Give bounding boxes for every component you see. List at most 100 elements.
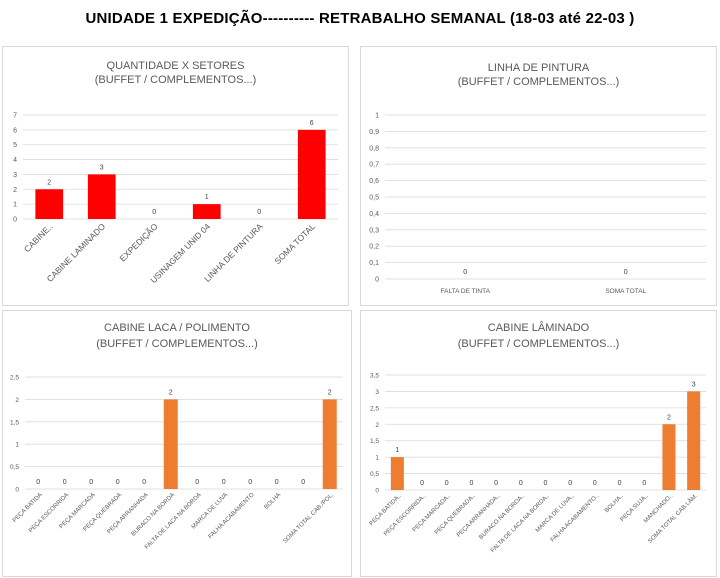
y-tick-label: 0,8 (369, 145, 379, 152)
data-label: 1 (205, 194, 209, 201)
y-tick-label: 1 (375, 455, 379, 462)
y-tick-label: 0,4 (369, 211, 379, 218)
data-label: 0 (469, 480, 473, 487)
x-tick-label: SOMA TOTAL (272, 221, 317, 266)
x-tick-label: FALTA DE TINTA (441, 288, 491, 295)
y-tick-label: 0 (13, 217, 17, 224)
y-tick-label: 4 (13, 157, 17, 164)
data-label: 0 (568, 480, 572, 487)
chart-subtitle: (BUFFET / COMPLEMENTOS...) (457, 76, 620, 88)
bar (163, 399, 178, 489)
data-label: 0 (301, 479, 305, 486)
y-tick-label: 0 (375, 277, 379, 284)
chart-panel-quantidade-setores: QUANTIDADE X SETORES (BUFFET / COMPLEMEN… (2, 46, 349, 306)
bar (35, 189, 64, 219)
x-tick-label: FALHA ACABAMENTO.. (550, 493, 601, 544)
y-tick-label: 0,2 (369, 244, 379, 251)
y-tick-label: 1,5 (370, 438, 379, 445)
bar (87, 174, 116, 219)
bar (192, 204, 221, 219)
data-label: 6 (310, 120, 314, 127)
y-tick-label: 3 (13, 172, 17, 179)
data-label: 0 (116, 479, 120, 486)
chart-subtitle: (BUFFET / COMPLEMENTOS...) (457, 338, 620, 350)
data-label: 0 (519, 480, 523, 487)
y-tick-label: 0,5 (370, 471, 379, 478)
x-tick-label: FALHA ACABAMENTO (208, 492, 256, 540)
data-label: 0 (63, 479, 67, 486)
y-tick-label: 2,5 (370, 405, 379, 412)
data-label: 1 (395, 447, 399, 454)
y-tick-label: 1 (15, 442, 19, 449)
x-tick-label: BOLHA (264, 492, 283, 511)
y-tick-label: 5 (13, 142, 17, 149)
data-label: 0 (248, 479, 252, 486)
y-tick-label: 3,5 (370, 373, 379, 380)
x-tick-label: PEÇA ARRANHADA.. (456, 493, 502, 539)
x-tick-label: PEÇA ESCORRIDA.. (383, 493, 428, 538)
data-label: 0 (642, 480, 646, 487)
bar (297, 129, 326, 219)
chart-subtitle: (BUFFET / COMPLEMENTOS...) (96, 338, 258, 350)
data-label: 2 (169, 389, 173, 396)
y-tick-label: 2 (13, 187, 17, 194)
chart-title: QUANTIDADE X SETORES (106, 60, 245, 72)
y-tick-label: 2,5 (10, 375, 19, 382)
data-label: 0 (89, 479, 93, 486)
data-label: 0 (618, 480, 622, 487)
x-tick-label: BOLHA.. (604, 493, 625, 514)
chart-title: CABINE LACA / POLIMENTO (104, 322, 250, 334)
data-label: 2 (667, 414, 671, 421)
data-label: 0 (195, 479, 199, 486)
data-label: 0 (445, 480, 449, 487)
x-tick-label: BURACO NA BORDA.. (478, 493, 526, 541)
x-tick-label: LINHA DE PINTURA (202, 221, 265, 284)
data-label: 0 (36, 479, 40, 486)
x-tick-label: CABINE.. (22, 221, 55, 254)
bar (687, 391, 701, 490)
bar (390, 457, 404, 490)
y-tick-label: 2 (375, 422, 379, 429)
data-label: 0 (624, 269, 628, 276)
y-tick-label: 0,7 (369, 162, 379, 169)
data-label: 0 (152, 209, 156, 216)
chart-subtitle: (BUFFET / COMPLEMENTOS...) (94, 74, 257, 86)
y-tick-label: 1 (13, 202, 17, 209)
data-label: 2 (328, 389, 332, 396)
bar (322, 399, 337, 489)
chart-title: LINHA DE PINTURA (487, 62, 590, 74)
x-tick-label: EXPEDIÇÃO (118, 221, 160, 263)
y-tick-label: 3 (375, 389, 379, 396)
bar (662, 424, 676, 490)
data-label: 0 (142, 479, 146, 486)
y-tick-label: 0 (15, 487, 19, 494)
x-tick-label: FALTA DE LACA NA BORDA (144, 492, 203, 551)
data-label: 3 (100, 164, 104, 171)
data-label: 0 (222, 479, 226, 486)
y-tick-label: 0,6 (369, 178, 379, 185)
y-tick-label: 1 (375, 113, 379, 120)
y-tick-label: 0,1 (369, 260, 379, 267)
data-label: 0 (544, 480, 548, 487)
y-tick-label: 7 (13, 113, 17, 120)
y-tick-label: 0 (375, 488, 379, 495)
data-label: 0 (275, 479, 279, 486)
data-label: 2 (47, 179, 51, 186)
chart-panel-cabine-laminado: CABINE LÂMINADO (BUFFET / COMPLEMENTOS..… (360, 310, 717, 577)
x-tick-label: SOMA TOTAL CAB./POL. (283, 492, 336, 545)
y-tick-label: 1,5 (10, 419, 19, 426)
x-tick-label: SOMA TOTAL CAB.LÂM. (647, 492, 700, 545)
y-tick-label: 0,5 (369, 195, 379, 202)
chart-panel-cabine-laca: CABINE LACA / POLIMENTO (BUFFET / COMPLE… (2, 310, 352, 577)
chart-svg-quantidade-setores: 0 1 2 3 4 5 6 7 2 CABINE.. 3 CABINE LAMINADO 0 EXPEDI… (13, 113, 338, 285)
page-title: UNIDADE 1 EXPEDIÇÃO---------- RETRABALHO… (85, 10, 635, 27)
y-tick-label: 2 (15, 397, 19, 404)
y-tick-label: 0,3 (369, 227, 379, 234)
data-label: 0 (420, 480, 424, 487)
data-label: 0 (593, 480, 597, 487)
chart-svg-linha-pintura: 0 0,1 0,2 0,3 0,4 0,5 0,6 0,7 0,8 0,9 1 0 FALTA DE T… (369, 113, 706, 295)
data-label: 0 (494, 480, 498, 487)
x-tick-label: SOMA TOTAL (605, 288, 646, 295)
